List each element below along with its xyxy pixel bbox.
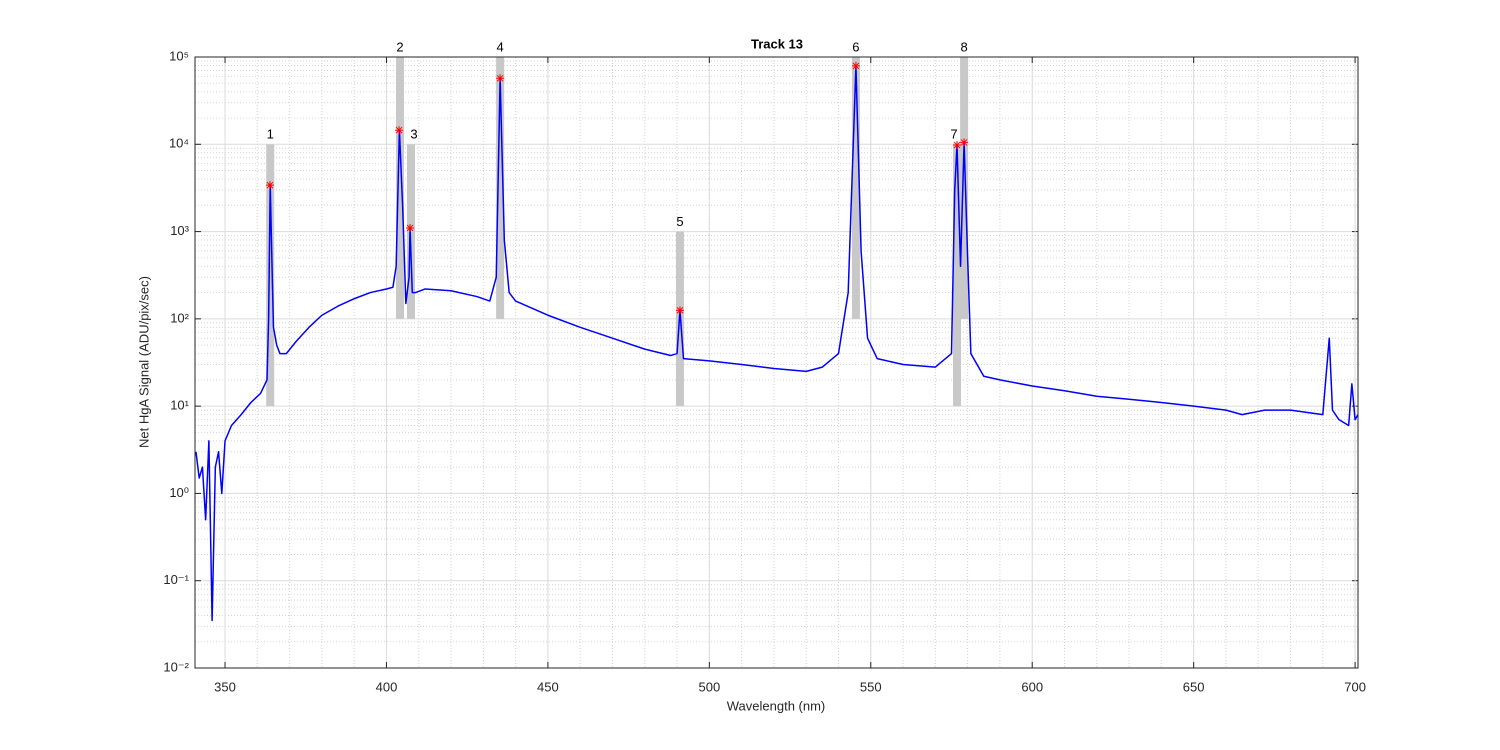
spectrum-line <box>195 65 1359 622</box>
chart-title: Track 13 <box>751 36 803 51</box>
y-tick-label: 10¹ <box>170 398 189 413</box>
peak-marker <box>265 181 274 190</box>
peak-marker-stroke <box>395 126 404 135</box>
y-tick-label: 10² <box>170 310 189 325</box>
peak-marker <box>406 223 415 232</box>
line-band <box>851 57 860 319</box>
peak-marker-stroke <box>675 306 684 315</box>
x-tick-label: 550 <box>860 679 882 694</box>
band-label: 6 <box>852 39 859 54</box>
y-tick-label: 10⁻² <box>163 659 189 674</box>
x-tick-label: 700 <box>1344 679 1366 694</box>
x-tick-label: 450 <box>537 679 559 694</box>
axes-box <box>194 56 1359 669</box>
x-axis-label: Wavelength (nm) <box>727 698 826 713</box>
peak-marker-stroke <box>496 74 505 83</box>
peak-marker-stroke <box>406 223 415 232</box>
y-axis-label: Net HgA Signal (ADU/pix/sec) <box>136 276 151 448</box>
peak-marker-stroke <box>952 141 961 150</box>
band-label: 4 <box>497 39 504 54</box>
band-label: 7 <box>950 127 957 142</box>
y-tick-label: 10⁴ <box>169 136 189 151</box>
band-label: 1 <box>267 127 274 142</box>
peak-marker <box>960 138 969 147</box>
band-label: 3 <box>410 127 417 142</box>
x-tick-label: 400 <box>376 679 398 694</box>
y-tick-label: 10³ <box>170 223 189 238</box>
band-label: 8 <box>960 39 967 54</box>
x-tick-label: 350 <box>214 679 236 694</box>
x-tick-label: 600 <box>1021 679 1043 694</box>
peak-marker-stroke <box>960 138 969 147</box>
line-band <box>266 144 275 407</box>
peak-marker <box>395 126 404 135</box>
line-band <box>952 144 961 407</box>
x-tick-label: 650 <box>1183 679 1205 694</box>
peak-marker <box>675 306 684 315</box>
line-band <box>960 57 969 319</box>
line-band <box>396 57 405 319</box>
peak-marker <box>851 61 860 70</box>
line-band <box>496 57 505 319</box>
y-tick-label: 10⁵ <box>169 48 189 63</box>
band-label: 2 <box>396 39 403 54</box>
y-tick-label: 10⁰ <box>169 485 189 500</box>
peak-marker <box>496 74 505 83</box>
peak-marker-stroke <box>265 181 274 190</box>
peak-marker <box>952 141 961 150</box>
y-tick-label: 10⁻¹ <box>163 572 189 587</box>
band-label: 5 <box>676 214 683 229</box>
line-band <box>407 144 416 319</box>
x-tick-label: 500 <box>698 679 720 694</box>
peak-marker-stroke <box>851 61 860 70</box>
